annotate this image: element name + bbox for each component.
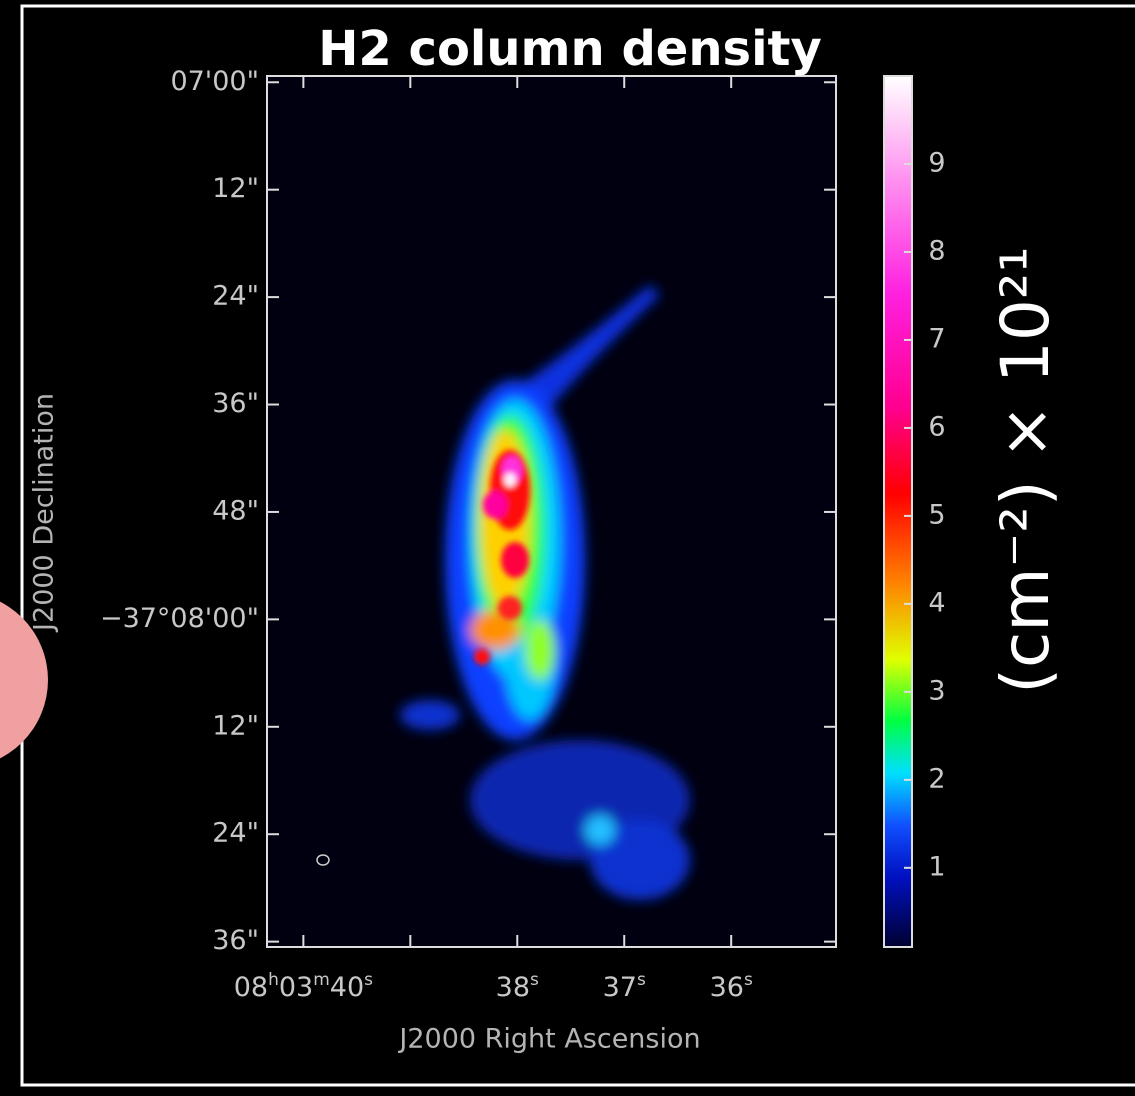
beam bbox=[316, 854, 330, 866]
colorbar-tick-label: 9 bbox=[928, 147, 945, 178]
colorbar-tick-label: 4 bbox=[928, 587, 945, 618]
colorbar-tick-label: 2 bbox=[928, 763, 945, 794]
y-tick-label: −37°08'00" bbox=[100, 603, 259, 634]
slide-decoration bbox=[0, 601, 48, 759]
x-tick-label: 37s bbox=[603, 970, 646, 1002]
x-axis-label: J2000 Right Ascension bbox=[397, 1024, 700, 1055]
colorbar-tick-label: 1 bbox=[928, 851, 945, 882]
x-tick-label: 38s bbox=[496, 970, 539, 1002]
x-tick-label: 08h03m40s bbox=[234, 970, 373, 1002]
colorbar-tick-label: 6 bbox=[928, 411, 945, 442]
y-tick-label: 36" bbox=[212, 925, 259, 956]
y-tick-label: 12" bbox=[212, 173, 259, 204]
colorbar-tick-label: 3 bbox=[928, 675, 945, 706]
x-tick-label: 36s bbox=[710, 970, 753, 1002]
y-tick-label: 24" bbox=[212, 281, 259, 312]
y-tick-label: 48" bbox=[212, 495, 259, 526]
colorbar-tick-label: 8 bbox=[928, 235, 945, 266]
y-tick-label: 07'00" bbox=[170, 66, 259, 97]
colorbar-tick-label: 7 bbox=[928, 323, 945, 354]
y-tick-label: 36" bbox=[212, 388, 259, 419]
y-tick-label: 24" bbox=[212, 818, 259, 849]
map-image bbox=[267, 76, 836, 947]
colorbar bbox=[883, 75, 913, 948]
slide-border bbox=[20, 4, 1135, 1087]
y-axis-label: J2000 Declination bbox=[29, 393, 60, 633]
colorbar-tick-label: 5 bbox=[928, 499, 945, 530]
chart-title: H2 column density bbox=[318, 21, 822, 77]
colorbar-label: (cm⁻²) × 10²¹ bbox=[987, 246, 1064, 694]
y-tick-label: 12" bbox=[212, 710, 259, 741]
